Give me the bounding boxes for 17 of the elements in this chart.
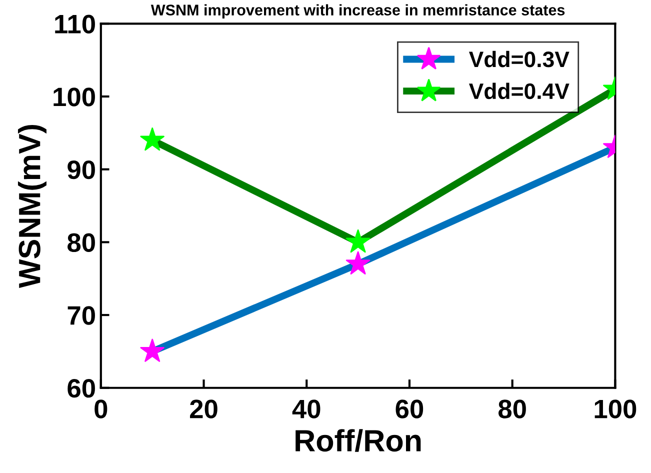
legend-label: Vdd=0.3V <box>468 50 570 68</box>
x-tick-label: 100 <box>594 400 636 418</box>
y-axis-title: WSNM(mV) <box>18 124 46 288</box>
x-tick-label: 0 <box>94 400 108 418</box>
y-tick-label: 90 <box>68 160 95 180</box>
chart-title: WSNM improvement with increase in memristance states <box>150 4 565 18</box>
y-tick-label: 80 <box>68 233 95 252</box>
legend-label: Vdd=0.4V <box>468 82 570 100</box>
x-tick-label: 80 <box>498 400 526 418</box>
y-tick-label: 70 <box>68 306 95 325</box>
x-tick-label: 60 <box>396 400 424 418</box>
x-tick-label: 20 <box>190 400 218 418</box>
y-tick-label: 110 <box>55 14 95 34</box>
x-tick-label: 40 <box>292 400 320 418</box>
y-tick-label: 100 <box>54 88 95 106</box>
x-axis-title: Roff/Ron <box>296 429 421 452</box>
y-tick-label: 60 <box>68 378 95 398</box>
